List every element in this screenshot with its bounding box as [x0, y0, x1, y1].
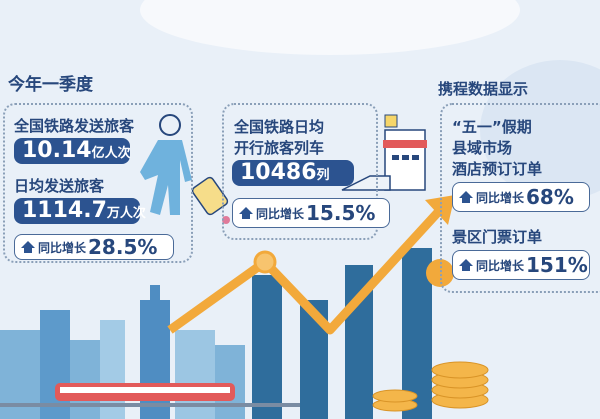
- rail-passenger-card: [3, 103, 193, 263]
- hotel-growth-badge: 同比增长 68%: [452, 182, 590, 212]
- section-title-q1: 今年一季度: [8, 75, 93, 95]
- hotel-label-line1: “五一”假期: [452, 118, 532, 136]
- rail-passenger-unit: 亿人次: [91, 146, 131, 161]
- arrow-up-icon: [459, 190, 473, 203]
- arrow-up-icon: [459, 258, 473, 271]
- hotel-label-line3: 酒店预订订单: [452, 160, 543, 178]
- bar: [252, 275, 282, 419]
- rail-passenger-value-badge: 10.14 亿人次: [14, 138, 131, 164]
- cloud-shape: [480, 60, 600, 200]
- daily-passenger-label: 日均发送旅客: [14, 177, 105, 195]
- hotel-label-line2: 县域市场: [452, 139, 513, 157]
- train-growth-badge: 同比增长 15.5%: [232, 198, 390, 228]
- ticket-label: 景区门票订单: [452, 228, 543, 246]
- coins: [372, 361, 489, 412]
- ctrip-card: [440, 103, 600, 293]
- train-count-card: [222, 103, 378, 240]
- traveler-icon: [140, 114, 230, 224]
- growth-value: 28.5%: [88, 235, 158, 259]
- growth-label: 同比增长: [476, 190, 525, 205]
- bar-chart-bars: [252, 248, 432, 419]
- growth-label: 同比增长: [38, 240, 87, 255]
- growth-value: 68%: [526, 185, 574, 209]
- growth-label: 同比增长: [476, 258, 525, 273]
- daily-passenger-unit: 万人次: [106, 206, 146, 221]
- train-count-unit: 列: [316, 168, 330, 183]
- section-title-ctrip: 携程数据显示: [438, 80, 529, 98]
- growth-value: 151%: [526, 253, 588, 277]
- train-count-value: 10486: [240, 160, 317, 185]
- rail-passenger-value: 10.14: [22, 138, 92, 163]
- arrow-up-icon: [21, 240, 35, 253]
- growth-value: 15.5%: [306, 201, 376, 225]
- rail-passenger-label: 全国铁路发送旅客: [14, 117, 135, 135]
- daily-passenger-value-badge: 1114.7 万人次: [14, 198, 146, 224]
- passenger-growth-badge: 同比增长 28.5%: [14, 234, 174, 260]
- growth-arrow: [167, 206, 444, 335]
- cloud-shape: [140, 0, 520, 55]
- station-building-icon: [341, 114, 427, 191]
- train-label-line2: 开行旅客列车: [234, 139, 325, 157]
- ticket-growth-badge: 同比增长 151%: [452, 250, 590, 280]
- arrow-up-icon: [239, 206, 253, 219]
- growth-label: 同比增长: [256, 206, 305, 221]
- train-count-badge: 10486 列: [232, 160, 354, 186]
- train: [0, 383, 300, 407]
- train-label-line1: 全国铁路日均: [234, 118, 325, 136]
- daily-passenger-value: 1114.7: [22, 198, 107, 223]
